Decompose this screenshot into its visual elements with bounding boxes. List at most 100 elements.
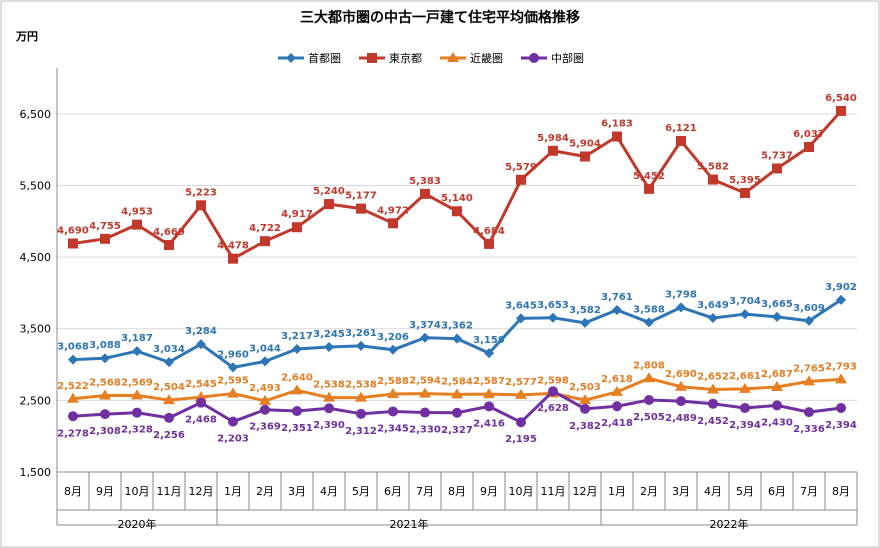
data-point-triangle bbox=[355, 391, 367, 402]
data-point-circle bbox=[164, 412, 174, 423]
data-label: 2,430 bbox=[761, 417, 793, 428]
data-point-circle bbox=[772, 400, 782, 411]
data-point-square bbox=[68, 238, 78, 249]
data-point-diamond bbox=[356, 340, 366, 351]
data-point-diamond bbox=[420, 332, 430, 343]
x-tick-label: 12月 bbox=[573, 485, 598, 498]
data-label: 2,345 bbox=[377, 423, 409, 434]
data-label: 4,755 bbox=[89, 221, 121, 232]
data-label: 2,568 bbox=[89, 377, 121, 388]
data-label: 3,284 bbox=[185, 326, 217, 337]
data-label: 2,538 bbox=[313, 380, 345, 391]
data-point-triangle bbox=[643, 372, 655, 383]
y-axis: 1,500 2,500 3,500 4,500 5,500 6,500 bbox=[20, 68, 58, 479]
data-label: 5,452 bbox=[633, 171, 665, 182]
data-point-diamond bbox=[740, 309, 750, 320]
data-label: 2,369 bbox=[249, 422, 281, 433]
data-label: 2,327 bbox=[441, 425, 473, 436]
data-label: 2,640 bbox=[281, 372, 313, 383]
data-label: 2,960 bbox=[217, 349, 249, 360]
legend-label: 中部圏 bbox=[551, 51, 584, 65]
x-tick-label: 7月 bbox=[416, 485, 434, 498]
data-point-diamond bbox=[516, 313, 526, 324]
data-point-triangle bbox=[611, 385, 623, 396]
data-label: 2,394 bbox=[729, 420, 761, 431]
data-point-triangle bbox=[387, 388, 399, 399]
series-2: 2,522 2,568 2,569 2,504 2,545 2,5952,4932,640… bbox=[57, 360, 857, 405]
data-point-square bbox=[740, 187, 750, 198]
data-point-triangle bbox=[579, 394, 591, 405]
data-point-triangle bbox=[515, 388, 527, 399]
data-point-square bbox=[484, 238, 494, 249]
data-label: 2,595 bbox=[217, 376, 249, 387]
data-point-triangle bbox=[447, 52, 459, 62]
year-label: 2020年 bbox=[118, 517, 157, 531]
data-point-triangle bbox=[419, 387, 431, 398]
data-label: 2,489 bbox=[665, 413, 697, 424]
data-label: 2,505 bbox=[633, 412, 665, 423]
data-point-square bbox=[324, 199, 334, 210]
data-point-circle bbox=[836, 402, 846, 413]
data-point-square bbox=[580, 151, 590, 162]
data-point-diamond bbox=[548, 312, 558, 323]
data-label: 5,737 bbox=[761, 150, 793, 161]
data-label: 2,687 bbox=[761, 369, 793, 380]
data-label: 5,223 bbox=[185, 187, 217, 198]
data-label: 3,649 bbox=[697, 300, 729, 311]
x-tick-label: 9月 bbox=[96, 485, 114, 498]
data-label: 2,278 bbox=[57, 428, 89, 439]
data-point-square bbox=[292, 222, 302, 233]
data-point-triangle bbox=[739, 382, 751, 393]
data-label: 2,312 bbox=[345, 426, 377, 437]
data-label: 5,383 bbox=[409, 176, 441, 187]
data-point-square bbox=[516, 174, 526, 185]
data-label: 4,690 bbox=[57, 225, 89, 236]
x-tick-label: 12月 bbox=[189, 485, 214, 498]
data-label: 5,240 bbox=[313, 186, 345, 197]
data-point-square bbox=[804, 141, 814, 152]
data-label: 3,187 bbox=[121, 333, 153, 344]
data-point-circle bbox=[356, 408, 366, 419]
data-point-diamond bbox=[260, 356, 270, 367]
data-label: 3,665 bbox=[761, 299, 793, 310]
data-label: 2,452 bbox=[697, 416, 729, 427]
data-label: 2,330 bbox=[409, 425, 441, 436]
data-point-circle bbox=[132, 407, 142, 418]
data-point-square bbox=[420, 188, 430, 199]
data-point-diamond bbox=[228, 362, 238, 373]
data-point-circle bbox=[708, 398, 718, 409]
data-label: 3,088 bbox=[89, 340, 121, 351]
data-point-circle bbox=[420, 407, 430, 418]
data-label: 2,598 bbox=[537, 375, 569, 386]
x-tick-label: 2月 bbox=[640, 485, 658, 498]
data-label: 2,522 bbox=[57, 381, 89, 392]
data-point-square bbox=[772, 163, 782, 174]
data-point-diamond bbox=[100, 353, 110, 364]
data-label: 5,579 bbox=[505, 162, 537, 173]
x-tick-label: 11月 bbox=[157, 485, 182, 498]
legend: 首都圏 東京都 近畿圏 中部圏 bbox=[278, 51, 584, 65]
data-point-triangle bbox=[835, 373, 847, 384]
data-point-square bbox=[708, 174, 718, 185]
data-label: 2,256 bbox=[153, 430, 185, 441]
data-label: 3,034 bbox=[153, 344, 185, 355]
data-label: 3,044 bbox=[249, 343, 281, 354]
x-tick-label: 1月 bbox=[608, 485, 626, 498]
x-tick-label: 1月 bbox=[224, 485, 242, 498]
x-tick-label: 8月 bbox=[448, 485, 466, 498]
data-label: 2,328 bbox=[121, 425, 153, 436]
data-point-diamond bbox=[68, 354, 78, 365]
data-label: 2,504 bbox=[153, 382, 185, 393]
data-label: 2,661 bbox=[729, 371, 761, 382]
data-label: 2,765 bbox=[793, 363, 825, 374]
y-tick-label: 6,500 bbox=[20, 108, 52, 121]
data-label: 4,722 bbox=[249, 223, 281, 234]
x-tick-label: 2月 bbox=[256, 485, 274, 498]
data-label: 2,569 bbox=[121, 377, 153, 388]
data-label: 2,652 bbox=[697, 371, 729, 382]
data-point-triangle bbox=[195, 391, 207, 402]
data-point-square bbox=[676, 135, 686, 146]
